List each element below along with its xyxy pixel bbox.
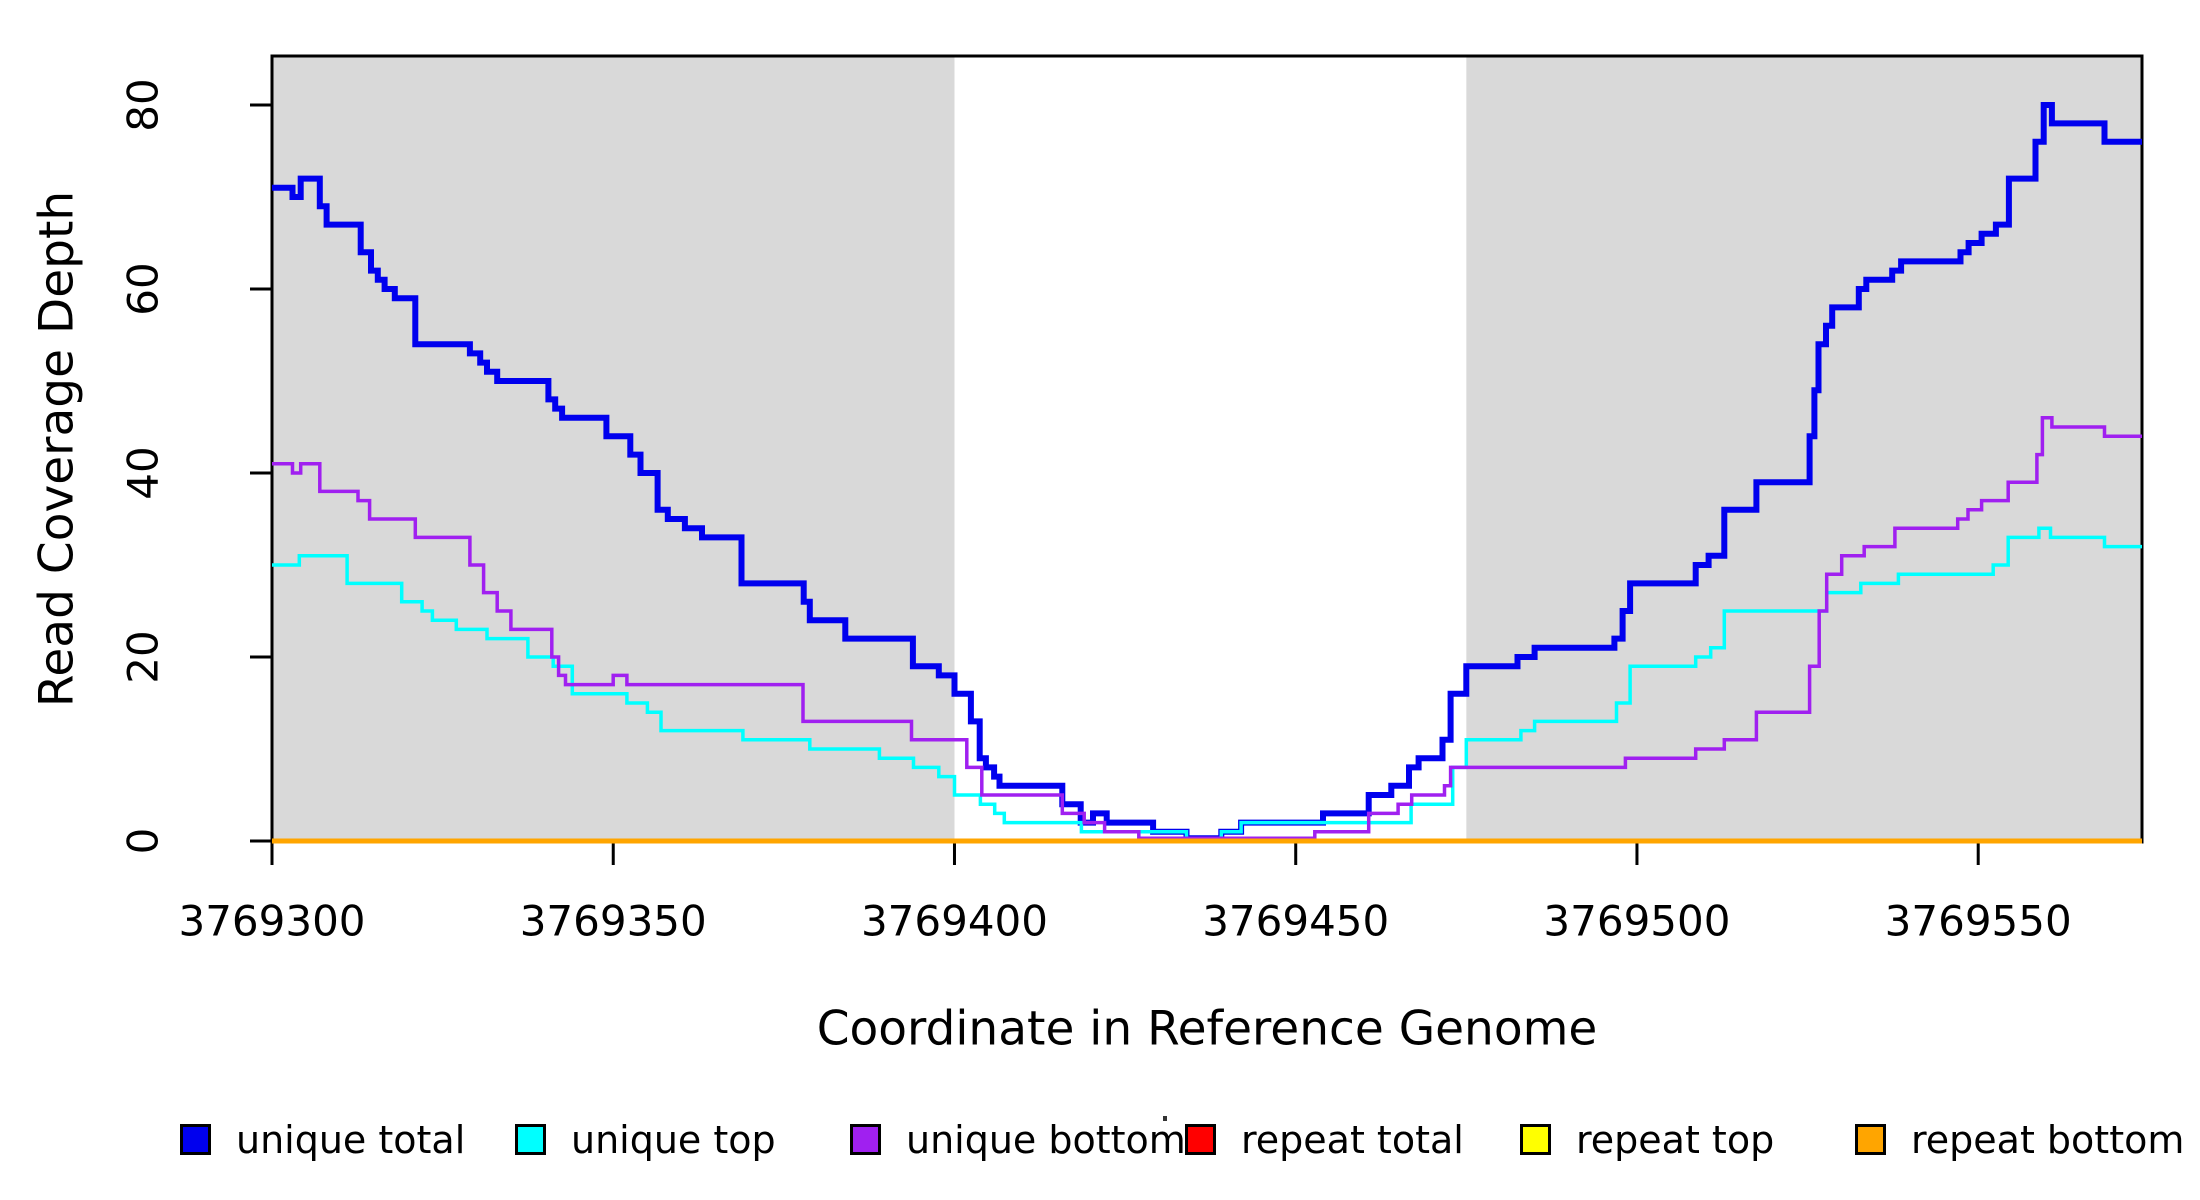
legend-label: repeat top [1576,1118,1775,1162]
legend-swatch-icon [1185,1124,1216,1155]
legend-label: unique bottom [906,1118,1186,1162]
y-tick-label: 60 [118,262,168,316]
x-tick-label: 3769550 [1884,896,2072,946]
legend-swatch-icon [850,1124,881,1155]
x-axis-title: Coordinate in Reference Genome [816,1001,1598,1057]
legend-label: unique total [236,1118,466,1162]
series-unique-total [272,102,2142,842]
legend-swatch-icon [1855,1124,1886,1155]
shaded-region [272,56,955,842]
x-tick-label: 3769300 [178,896,366,946]
y-tick-label: 0 [118,827,168,855]
x-tick-label: 3769400 [860,896,1048,946]
x-tick-label: 3769450 [1202,896,1390,946]
series-unique-top [272,526,2142,840]
x-tick-label: 3769500 [1543,896,1731,946]
y-tick-label: 40 [118,446,168,500]
x-tick-label: 3769350 [519,896,707,946]
stray-mark-icon [1163,1116,1167,1121]
legend-label: unique top [571,1118,776,1162]
legend-label: repeat total [1241,1118,1464,1162]
legend-swatch-icon [180,1124,211,1155]
y-tick-label: 20 [118,630,168,684]
legend-swatch-icon [1520,1124,1551,1155]
legend-label: repeat bottom [1911,1118,2185,1162]
y-axis-title: Read Coverage Depth [29,190,85,708]
y-tick-label: 80 [118,78,168,132]
series-unique-bottom [272,416,2142,840]
legend-swatch-icon [515,1124,546,1155]
